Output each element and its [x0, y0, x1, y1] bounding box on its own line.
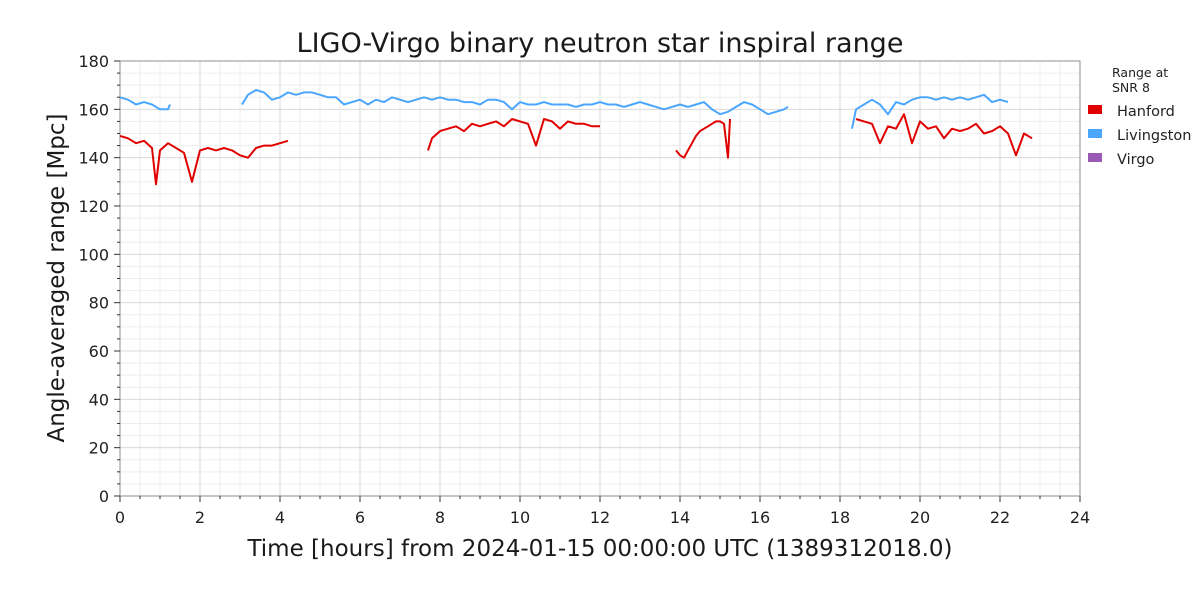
- legend-entries: Hanford Livingston Virgo: [1088, 104, 1191, 168]
- y-tick-label: 60: [89, 342, 109, 361]
- y-tick-label: 140: [78, 149, 109, 168]
- legend-label-virgo: Virgo: [1117, 152, 1155, 168]
- series-line-livingston: [119, 96, 171, 111]
- y-axis-label: Angle-averaged range [Mpc]: [44, 113, 70, 442]
- x-axis-label: Time [hours] from 2024-01-15 00:00:00 UT…: [246, 536, 952, 562]
- x-tick-label: 8: [435, 508, 445, 527]
- series-line-livingston: [241, 89, 789, 116]
- legend-swatch-virgo: [1088, 153, 1102, 162]
- y-tick-label: 160: [78, 100, 109, 119]
- x-tick-label: 12: [590, 508, 610, 527]
- legend-swatch-hanford: [1088, 105, 1102, 114]
- y-tick-label: 120: [78, 197, 109, 216]
- y-tick-label: 180: [78, 52, 109, 71]
- legend-swatch-livingston: [1088, 129, 1102, 138]
- y-tick-label: 20: [89, 439, 109, 458]
- legend-label-hanford: Hanford: [1117, 104, 1175, 120]
- series-line-hanford: [119, 134, 289, 186]
- x-tick-label: 6: [355, 508, 365, 527]
- y-tick-label: 40: [89, 390, 109, 409]
- x-tick-label: 18: [830, 508, 850, 527]
- x-tick-label: 0: [115, 508, 125, 527]
- legend-title: Range at SNR 8: [1112, 65, 1172, 95]
- x-tick-label: 14: [670, 508, 690, 527]
- series-livingston: [119, 89, 1009, 129]
- legend-label-livingston: Livingston: [1117, 128, 1191, 144]
- x-tick-label: 2: [195, 508, 205, 527]
- series-line-livingston: [851, 93, 1009, 129]
- series-hanford: [119, 113, 1033, 186]
- tick-labels: 0 2 4 6 8 10 12 14 16 18 20 22 240204060801001201401…: [78, 52, 1090, 527]
- x-tick-label: 4: [275, 508, 285, 527]
- x-tick-label: 10: [510, 508, 530, 527]
- x-tick-label: 16: [750, 508, 770, 527]
- x-tick-label: 22: [990, 508, 1010, 527]
- legend: Range at SNR 8 Hanford Livingston Virgo: [1088, 65, 1191, 168]
- x-tick-label: 20: [910, 508, 930, 527]
- y-tick-label: 100: [78, 245, 109, 264]
- series-layer: [119, 89, 1033, 186]
- series-line-hanford: [427, 118, 600, 151]
- x-tick-label: 24: [1070, 508, 1090, 527]
- series-line-hanford: [675, 118, 731, 159]
- chart-title: LIGO-Virgo binary neutron star inspiral …: [297, 28, 904, 59]
- series-line-hanford: [855, 113, 1033, 157]
- tick-marks: [114, 60, 1081, 502]
- y-tick-label: 80: [89, 294, 109, 313]
- y-tick-label: 0: [99, 487, 109, 506]
- grid-lines: [119, 60, 1081, 497]
